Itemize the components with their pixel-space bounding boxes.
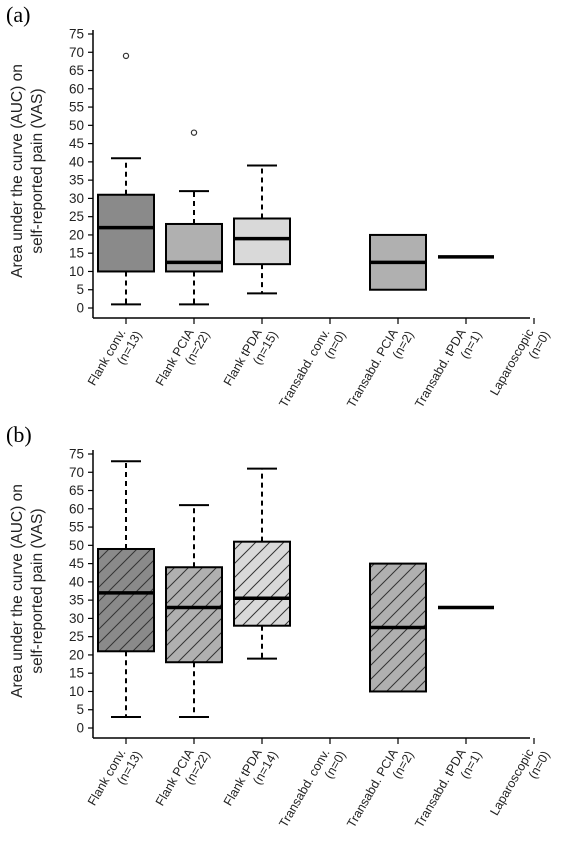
- y-tick-label: 75: [69, 27, 84, 42]
- y-tick-label: 0: [76, 301, 84, 316]
- y-tick-label: 55: [69, 100, 84, 115]
- y-tick-label: 45: [69, 556, 84, 571]
- y-tick-label: 70: [69, 45, 84, 60]
- x-tick-label-line1: Transabd. conv.: [276, 747, 332, 830]
- x-tick-label-line1: Transabd. conv.: [276, 327, 332, 410]
- y-tick-label: 20: [69, 647, 84, 662]
- y-tick-label: 60: [69, 501, 84, 516]
- y-tick-label: 75: [69, 447, 84, 462]
- y-tick-label: 10: [69, 684, 84, 699]
- y-tick-label: 20: [69, 227, 84, 242]
- y-tick-label: 0: [76, 721, 84, 736]
- y-tick-label: 40: [69, 154, 84, 169]
- y-tick-label: 35: [69, 593, 84, 608]
- y-tick-label: 70: [69, 465, 84, 480]
- y-axis-title-line1: Area under the curve (AUC) on: [9, 484, 26, 698]
- x-tick-label-line1: Transabd. PCIA: [344, 746, 401, 830]
- y-tick-label: 5: [76, 702, 84, 717]
- y-axis-title-line2: self-reported pain (VAS): [29, 508, 46, 673]
- y-tick-label: 35: [69, 173, 84, 188]
- y-tick-label: 15: [69, 666, 84, 681]
- x-tick-label-line1: Laparoscopic: [487, 747, 536, 818]
- box-plot-b: 0 5 10 15 20 25 30 35 40 45 50 55 60 65 70 75 Area under…: [9, 447, 553, 831]
- y-tick-label: 25: [69, 629, 84, 644]
- x-tick-label-line1: Transabd. tPDA: [412, 326, 469, 410]
- panel-label-b: (b): [6, 422, 32, 447]
- y-tick-label: 45: [69, 136, 84, 151]
- y-tick-label: 65: [69, 63, 84, 78]
- y-axis-title-line1: Area under the curve (AUC) on: [9, 64, 26, 278]
- box: [233, 540, 291, 627]
- y-tick-label: 40: [69, 574, 84, 589]
- x-tick-label-line1: Laparoscopic: [487, 327, 536, 398]
- y-tick-label: 5: [76, 282, 84, 297]
- y-tick-label: 15: [69, 246, 84, 261]
- box: [233, 217, 291, 266]
- chart-panel-a: (a) 0 5 10 15 20 25 30 35 40 45 50 55 60 65 70 75 Area u…: [0, 0, 571, 420]
- outlier-point: [122, 52, 130, 60]
- box: [97, 193, 155, 273]
- y-tick-label: 10: [69, 264, 84, 279]
- y-tick-label: 60: [69, 81, 84, 96]
- y-tick-label: 65: [69, 483, 84, 498]
- box-plot-a: 0 5 10 15 20 25 30 35 40 45 50 55 60 65 70 75 Area under…: [9, 27, 553, 411]
- y-axis-title-line2: self-reported pain (VAS): [29, 88, 46, 253]
- panel-label-a: (a): [6, 2, 31, 27]
- y-tick-label: 30: [69, 191, 84, 206]
- y-tick-label: 50: [69, 118, 84, 133]
- outlier-point: [190, 129, 198, 136]
- box: [165, 222, 223, 273]
- box: [165, 566, 223, 664]
- y-tick-label: 25: [69, 209, 84, 224]
- y-tick-label: 55: [69, 520, 84, 535]
- chart-panel-b: (b) 0 5 10 15 20 25 30 35 40 45 50 55 60 65 70 75 Area u…: [0, 420, 571, 844]
- y-tick-label: 50: [69, 538, 84, 553]
- x-tick-label-line1: Transabd. tPDA: [412, 746, 469, 830]
- box: [97, 547, 155, 653]
- y-tick-label: 30: [69, 611, 84, 626]
- x-tick-label-line1: Transabd. PCIA: [344, 326, 401, 410]
